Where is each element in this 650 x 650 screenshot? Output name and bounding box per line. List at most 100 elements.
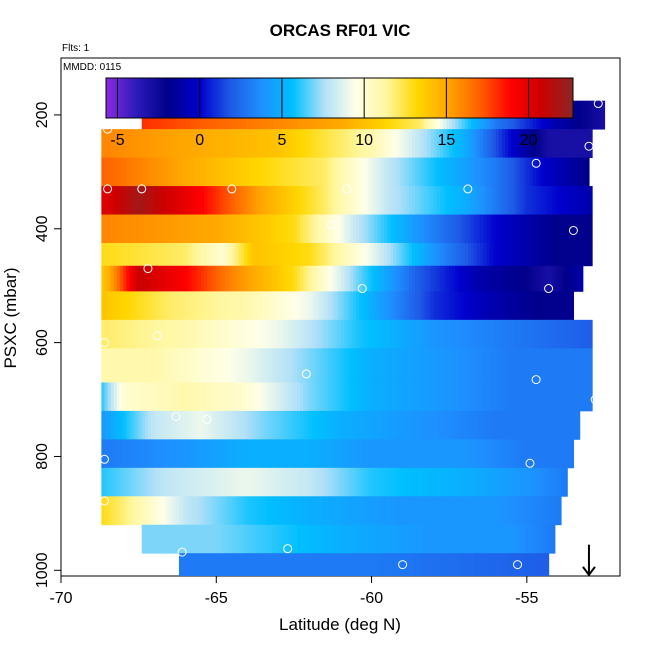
heat-cell: [216, 348, 220, 383]
heat-cell: [169, 129, 174, 159]
heat-cell: [160, 524, 165, 554]
heat-cell: [306, 439, 311, 469]
heat-cell: [241, 129, 245, 159]
heat-cell: [182, 410, 186, 440]
heat-cell: [129, 265, 134, 292]
heat-cell: [387, 265, 391, 292]
heat-cell: [275, 265, 279, 292]
heat-cell: [113, 467, 118, 497]
heat-cell: [275, 291, 279, 321]
heat-cell: [508, 157, 512, 187]
heat-cell: [297, 524, 301, 554]
heat-cell: [250, 382, 255, 412]
heat-cell: [315, 319, 320, 349]
heat-cell: [461, 553, 466, 576]
heat-cell: [539, 319, 543, 349]
heat-cell: [536, 186, 540, 215]
heat-cell: [474, 157, 478, 187]
heat-cell: [554, 319, 559, 349]
heat-layer: [101, 410, 581, 440]
heat-cell: [470, 265, 475, 292]
heat-cell: [129, 129, 134, 159]
heat-cell: [455, 382, 460, 412]
heat-cell: [399, 265, 404, 292]
heat-cell: [110, 214, 115, 244]
heat-cell: [359, 496, 363, 526]
heat-cell: [219, 382, 224, 412]
heat-cell: [278, 243, 283, 267]
x-tick-label: -60: [360, 590, 383, 607]
heat-cell: [529, 410, 534, 440]
heat-cell: [570, 382, 575, 412]
heat-cell: [505, 382, 509, 412]
heat-cell: [442, 214, 447, 244]
heat-cell: [244, 243, 248, 267]
heat-cell: [265, 319, 270, 349]
heat-cell: [331, 496, 335, 526]
heat-cell: [446, 129, 450, 159]
heat-cell: [349, 291, 354, 321]
heat-cell: [126, 467, 130, 497]
heat-cell: [585, 348, 590, 383]
heat-cell: [154, 243, 158, 267]
heat-cell: [290, 553, 295, 576]
heat-cell: [259, 524, 264, 554]
heat-cell: [219, 467, 224, 497]
heat-cell: [551, 410, 556, 440]
heat-cell: [452, 157, 457, 187]
heat-cell: [225, 524, 230, 554]
heat-cell: [470, 186, 475, 215]
heat-cell: [110, 157, 115, 187]
heat-cell: [352, 467, 357, 497]
heat-cell: [306, 496, 311, 526]
heat-cell: [197, 348, 202, 383]
heat-cell: [191, 129, 196, 159]
heat-cell: [545, 382, 550, 412]
heat-cell: [151, 439, 155, 469]
heat-cell: [526, 348, 531, 383]
heat-cell: [129, 348, 134, 383]
heat-cell: [275, 382, 279, 412]
heat-cell: [349, 319, 354, 349]
heat-cell: [172, 129, 177, 159]
heat-cell: [303, 129, 307, 159]
heat-cell: [477, 382, 481, 412]
heat-cell: [328, 496, 332, 526]
heat-cell: [368, 382, 373, 412]
heat-cell: [536, 496, 540, 526]
heat-cell: [489, 439, 494, 469]
heat-cell: [287, 467, 292, 497]
heat-cell: [231, 214, 236, 244]
heat-cell: [464, 348, 469, 383]
heat-cell: [458, 319, 463, 349]
heat-cell: [557, 439, 562, 469]
heat-cell: [188, 157, 193, 187]
heat-cell: [250, 410, 255, 440]
heat-cell: [346, 129, 351, 159]
heat-cell: [415, 265, 419, 292]
heat-cell: [321, 467, 326, 497]
heat-cell: [433, 348, 438, 383]
heat-cell: [147, 319, 152, 349]
heat-cell: [551, 243, 556, 267]
heat-cell: [126, 439, 130, 469]
heat-cell: [408, 439, 413, 469]
heat-cell: [144, 410, 149, 440]
heat-cell: [477, 553, 481, 576]
heat-cell: [455, 524, 460, 554]
heat-cell: [424, 439, 429, 469]
heat-cell: [427, 129, 432, 159]
heat-cell: [194, 129, 199, 159]
heat-cell: [557, 410, 562, 440]
heat-cell: [539, 214, 543, 244]
heat-cell: [439, 265, 444, 292]
heat-cell: [377, 553, 382, 576]
heat-cell: [421, 410, 425, 440]
heat-cell: [303, 214, 307, 244]
heat-cell: [132, 265, 137, 292]
heat-cell: [424, 214, 429, 244]
heat-cell: [281, 291, 286, 321]
heat-cell: [151, 243, 155, 267]
heat-cell: [523, 524, 528, 554]
heat-cell: [539, 291, 543, 321]
